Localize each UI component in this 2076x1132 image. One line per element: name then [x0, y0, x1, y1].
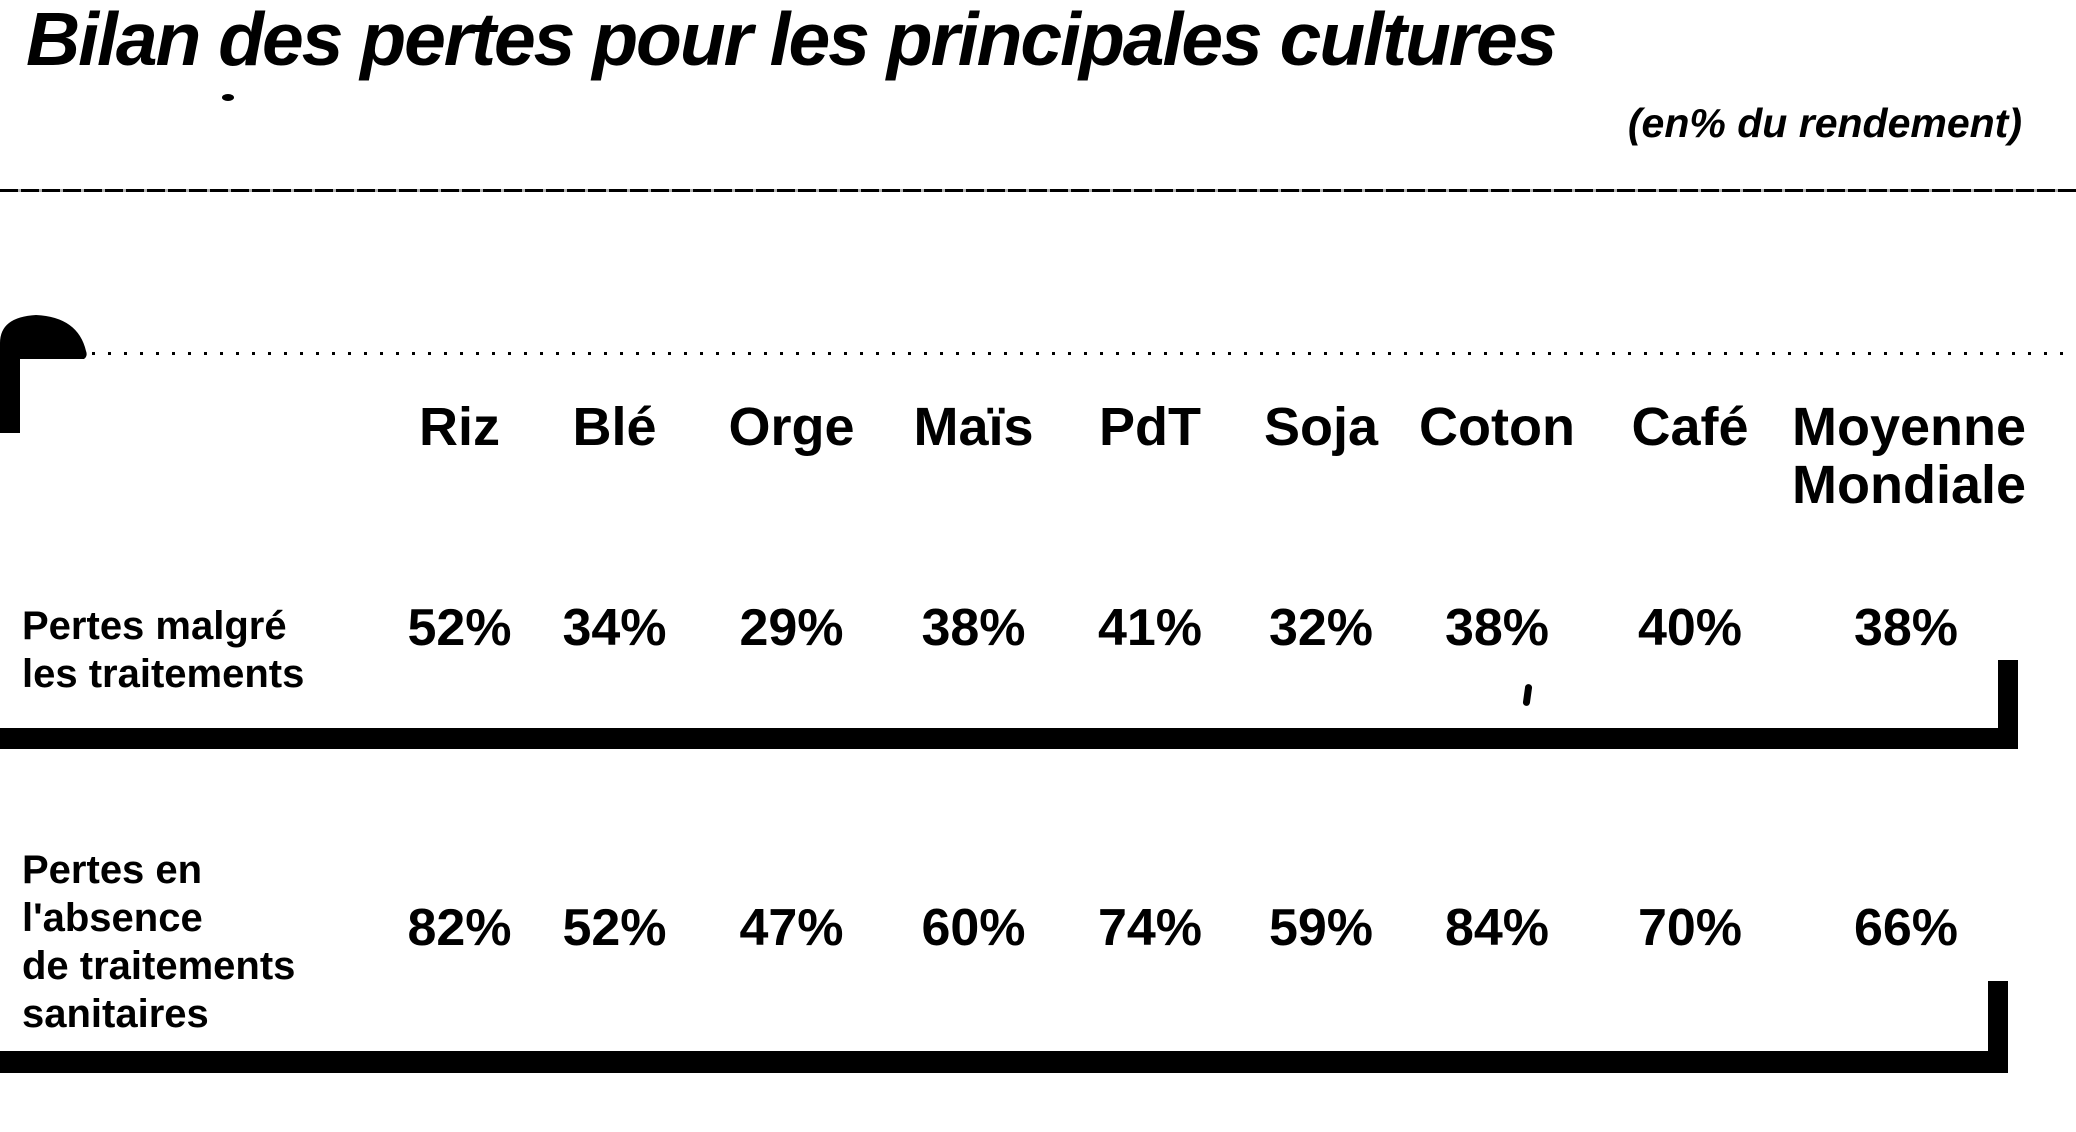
col-header-ble: Blé: [572, 397, 657, 457]
value-traites-riz: 52%: [407, 599, 512, 657]
value-non-traites-coton: 84%: [1444, 899, 1550, 957]
value-non-traites-pdt: 74%: [1097, 899, 1203, 957]
value-traites-moyenne: 38%: [1853, 599, 1959, 657]
value-non-traites-moyenne: 66%: [1853, 899, 1959, 957]
value-non-traites-ble: 52%: [562, 899, 667, 957]
col-header-pdt: PdT: [1099, 397, 1201, 457]
scan-noise-dot: [222, 94, 234, 101]
value-traites-soja: 32%: [1268, 599, 1374, 657]
divider-bar-row1: [0, 728, 2018, 749]
dotted-rule: [92, 352, 2076, 355]
table-row-pertes-sans-traitements: 82% 52% 47% 60% 74% 59% 84% 70% 66%: [0, 898, 2020, 958]
header-spacer: [0, 398, 390, 514]
divider-bar-row1-end-tick: [1998, 660, 2018, 749]
col-header-riz: Riz: [419, 397, 500, 457]
col-header-moyenne-mondiale: Moyenne Mondiale: [1792, 397, 2027, 515]
page-subtitle: (en% du rendement): [1627, 100, 2022, 146]
row2-spacer: [0, 898, 390, 958]
corner-ornament-icon: [0, 315, 87, 433]
value-non-traites-mais: 60%: [921, 899, 1026, 957]
value-traites-cafe: 40%: [1637, 599, 1743, 657]
row-label-pertes-avec-traitements: Pertes malgré les traitements: [22, 604, 305, 696]
value-non-traites-riz: 82%: [407, 899, 512, 957]
divider-bar-row2-end-tick: [1988, 981, 2008, 1073]
col-header-orge: Orge: [728, 397, 855, 457]
scan-noise-mark: [1522, 683, 1533, 707]
col-header-cafe: Café: [1631, 397, 1749, 457]
col-header-mais: Maïs: [913, 397, 1034, 457]
table-row-pertes-avec-traitements: 52% 34% 29% 38% 41% 32% 38% 40% 38%: [0, 598, 2020, 658]
table-header-row: Riz Blé Orge Maïs PdT Soja Coton Café Mo…: [0, 397, 2027, 515]
page-title: Bilan des pertes pour les principales cu…: [26, 0, 1557, 81]
divider-bar-row2: [0, 1051, 2008, 1073]
value-non-traites-orge: 47%: [739, 899, 844, 957]
col-header-coton: Coton: [1419, 397, 1575, 457]
value-traites-orge: 29%: [739, 599, 844, 657]
value-traites-coton: 38%: [1444, 599, 1550, 657]
value-traites-ble: 34%: [562, 599, 667, 657]
value-non-traites-soja: 59%: [1268, 899, 1374, 957]
value-non-traites-cafe: 70%: [1637, 899, 1743, 957]
row1-spacer: [0, 598, 390, 658]
value-traites-pdt: 41%: [1097, 599, 1203, 657]
row-label-pertes-sans-traitements: Pertes en l'absence de traitements sanit…: [22, 848, 296, 1036]
col-header-soja: Soja: [1263, 397, 1379, 457]
value-traites-mais: 38%: [921, 599, 1026, 657]
horizontal-rule: [0, 189, 2076, 192]
